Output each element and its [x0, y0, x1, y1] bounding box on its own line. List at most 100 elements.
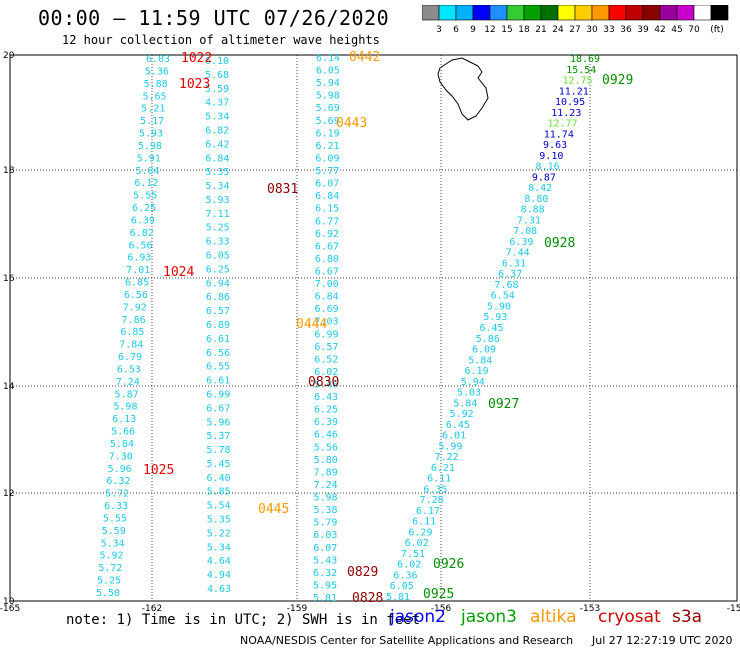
colorbar-swatch — [710, 5, 729, 21]
track-b-value: 5.34 — [207, 542, 231, 553]
track-b-value: 6.84 — [205, 153, 229, 164]
track-c-value: 6.84 — [315, 191, 339, 202]
legend-jason3: jason3 — [461, 607, 517, 627]
track-d-value: 12.75 — [562, 76, 592, 87]
track-c-value: 6.80 — [315, 254, 339, 265]
track-a-value: 6.33 — [104, 501, 128, 512]
track-b-value: 5.93 — [205, 195, 229, 206]
track-d-value: 6.09 — [472, 345, 496, 356]
track-a-value: 5.50 — [96, 588, 120, 599]
y-tick-label: 14 — [3, 382, 15, 392]
track-b-value: 6.61 — [206, 334, 230, 345]
track-d-value: 7.44 — [506, 248, 530, 259]
track-a-value: 6.56 — [129, 240, 153, 251]
track-b-value: 6.10 — [205, 56, 229, 67]
track-d-value: 7.51 — [401, 549, 425, 560]
track-d-value: 7.08 — [513, 226, 537, 237]
map-subtitle: 12 hour collection of altimeter wave hei… — [62, 33, 380, 47]
y-tick-label: 16 — [3, 274, 15, 284]
track-d-value: 6.36 — [393, 570, 417, 581]
track-b-value: 5.22 — [207, 528, 231, 539]
map-title: 00:00 – 11:59 UTC 07/26/2020 — [38, 6, 390, 30]
track-d-value: 5.81 — [386, 592, 410, 603]
colorbar-label: 24 — [552, 25, 564, 35]
track-c-value: 5.69 — [316, 103, 340, 114]
track-d-value: 5.86 — [476, 334, 500, 345]
track-c-value: 5.46 — [314, 380, 338, 391]
track-b-value: 5.25 — [206, 223, 230, 234]
track-c-value: 6.14 — [316, 53, 340, 64]
colorbar-label: 3 — [436, 25, 442, 35]
map-frame — [9, 54, 738, 602]
x-tick-label: -162 — [142, 604, 162, 614]
track-d-value: 6.35 — [423, 484, 447, 495]
track-a-value: 6.56 — [124, 290, 148, 301]
track-c-value: 6.69 — [315, 304, 339, 315]
track-a-value: 5.96 — [108, 464, 132, 475]
track-d-value: 12.77 — [548, 119, 578, 130]
track-b-value: 6.55 — [206, 362, 230, 373]
track-c-value: 6.84 — [315, 292, 339, 303]
track-d-value: 5.99 — [438, 441, 462, 452]
track-a-value: 6.85 — [120, 327, 144, 338]
track-b-value: 6.61 — [206, 376, 230, 387]
track-b-value: 4.64 — [207, 556, 231, 567]
track-c-value: 6.03 — [313, 530, 337, 541]
track-a-value: 6.32 — [106, 476, 130, 487]
track-b-value: 6.94 — [206, 278, 230, 289]
track-a-value: 5.98 — [113, 402, 137, 413]
track-c-value: 5.38 — [313, 505, 337, 516]
track-a-value: 6.53 — [117, 364, 141, 375]
track-d-value: 6.19 — [464, 366, 488, 377]
pass-label: 0928 — [544, 236, 575, 251]
pass-label: 0929 — [602, 73, 633, 88]
legend-jason2: jason2 — [390, 607, 446, 627]
track-c-value: 5.98 — [314, 493, 338, 504]
track-b-value: 5.37 — [206, 431, 230, 442]
track-a-value: 5.21 — [141, 104, 165, 115]
track-c-value: 5.80 — [314, 455, 338, 466]
track-c-value: 5.43 — [313, 555, 337, 566]
track-d-value: 8.88 — [521, 205, 545, 216]
colorbar-label: 30 — [586, 25, 598, 35]
track-a-value: 5.91 — [137, 153, 161, 164]
track-a-value: 6.82 — [130, 228, 154, 239]
track-a-value: 5.72 — [105, 489, 129, 500]
track-c-value: 6.32 — [313, 568, 337, 579]
track-a-value: 5.87 — [115, 389, 139, 400]
pass-label: 0829 — [347, 565, 378, 580]
track-c-value: 5.56 — [314, 442, 338, 453]
track-c-value: 6.52 — [314, 354, 338, 365]
track-a-value: 5.34 — [101, 538, 125, 549]
colorbar-label: 12 — [484, 25, 495, 35]
colorbar-label: 21 — [535, 25, 546, 35]
track-d-value: 9.87 — [532, 172, 556, 183]
track-c-value: 7.00 — [315, 279, 339, 290]
pass-label: 1023 — [179, 77, 210, 92]
track-d-value: 5.92 — [450, 409, 474, 420]
track-a-value: 5.55 — [133, 191, 157, 202]
track-c-value: 6.21 — [315, 141, 339, 152]
track-a-value: 6.85 — [125, 278, 149, 289]
track-c-value: 6.05 — [316, 66, 340, 77]
track-b-value: 6.89 — [206, 320, 230, 331]
track-a-value: 6.13 — [112, 414, 136, 425]
credit-text: NOAA/NESDIS Center for Satellite Applica… — [240, 634, 574, 647]
track-a-value: 6.39 — [131, 215, 155, 226]
pass-label: 0927 — [488, 397, 519, 412]
track-a-value: 5.17 — [140, 116, 164, 127]
track-c-value: 5.81 — [313, 593, 337, 604]
track-a-value: 5.55 — [103, 513, 127, 524]
track-a-value: 6.25 — [132, 203, 156, 214]
track-b-value: 4.37 — [205, 98, 229, 109]
track-b-value: 5.68 — [205, 70, 229, 81]
track-d-value: 5.03 — [457, 388, 481, 399]
track-d-value: 6.45 — [479, 323, 503, 334]
note-text: note: 1) Time is in UTC; 2) SWH is in fe… — [66, 612, 421, 628]
x-tick-label: -159 — [287, 604, 308, 614]
pass-label: 0445 — [258, 502, 289, 517]
pass-label: 1025 — [143, 463, 174, 478]
x-tick-label: -165 — [0, 604, 20, 614]
timestamp-text: Jul 27 12:27:19 UTC 2020 — [592, 634, 733, 647]
